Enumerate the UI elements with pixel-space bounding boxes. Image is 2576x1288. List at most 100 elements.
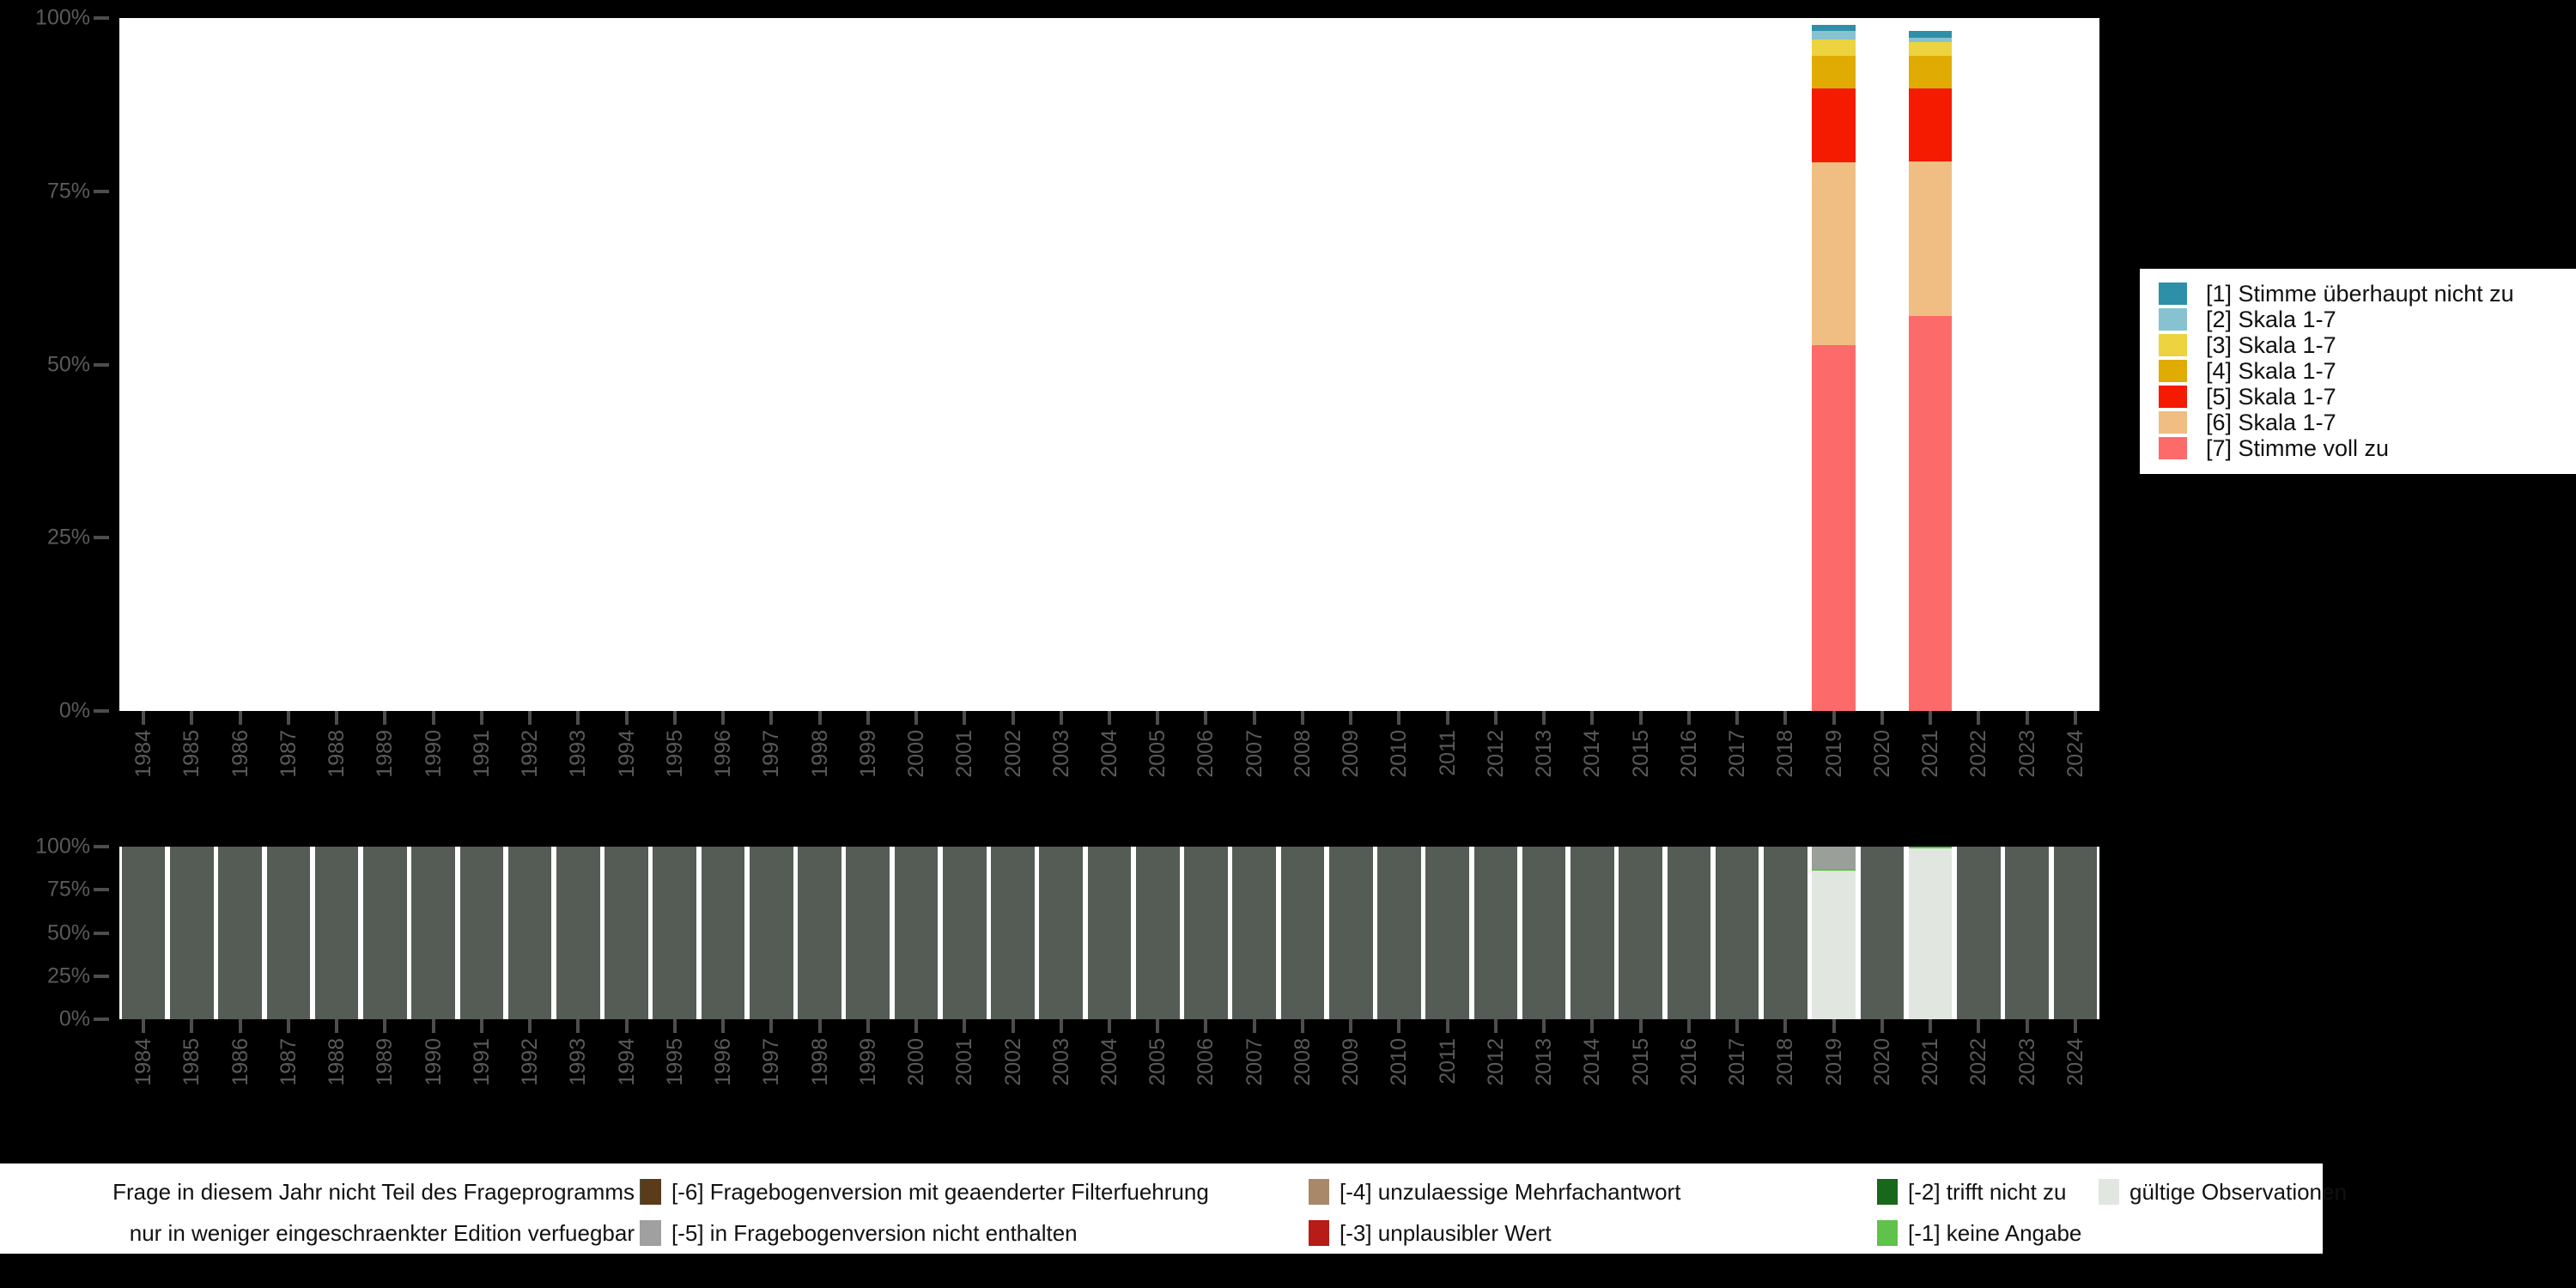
availability-segment: [1328, 847, 1373, 1019]
bar-segment: [1908, 316, 1953, 711]
sub-x-axis-tick-label: 2021: [1918, 1038, 1943, 1086]
bar-segment: [1908, 42, 1953, 57]
availability-bar: [1619, 847, 1662, 1019]
availability-bar: [1715, 847, 1759, 1019]
sub-y-axis-tick-mark: [94, 1018, 109, 1021]
sub-x-axis-tick-label: 2016: [1676, 1038, 1701, 1086]
availability-segment: [411, 847, 455, 1019]
x-axis-tick-label: 2017: [1725, 730, 1750, 778]
availability-bar: [170, 847, 214, 1019]
sub-x-axis-tick-label: 2006: [1194, 1038, 1218, 1086]
bar-segment: [1812, 25, 1856, 31]
sub-x-axis-tick-mark: [1011, 1019, 1015, 1033]
legend-item[interactable]: [7] Stimme voll zu: [2159, 435, 2576, 461]
availability-segment: [1377, 847, 1421, 1019]
sub-x-axis-tick-label: 1989: [373, 1038, 398, 1086]
sub-x-axis-tick-mark: [238, 1019, 242, 1033]
legend-item[interactable]: [2] Skala 1-7: [2159, 307, 2576, 332]
availability-legend-item[interactable]: [-1] keine Angabe: [1877, 1218, 2081, 1248]
availability-segment: [1957, 847, 2001, 1019]
availability-legend-swatch: [641, 1220, 661, 1246]
sub-x-axis-tick-mark: [1735, 1019, 1740, 1033]
x-axis-tick-mark: [1686, 711, 1691, 725]
availability-segment: [2005, 847, 2049, 1019]
availability-bar: [2005, 847, 2049, 1019]
availability-segment: [1039, 847, 1084, 1019]
sub-x-axis-tick-label: 2013: [1532, 1038, 1557, 1086]
sub-x-axis-tick-label: 1998: [807, 1038, 832, 1086]
x-axis-tick-mark: [1252, 711, 1256, 725]
x-axis-tick-label: 2014: [1580, 730, 1605, 778]
sub-x-axis-tick-mark: [1156, 1019, 1160, 1033]
legend-item-label: [4] Skala 1-7: [2206, 357, 2336, 384]
sub-x-axis-tick-label: 1985: [179, 1038, 204, 1086]
x-axis-tick-mark: [1735, 711, 1740, 725]
availability-legend: Frage in diesem Jahr nicht Teil des Frag…: [0, 1163, 2347, 1254]
x-axis-tick-mark: [721, 711, 726, 725]
availability-legend-item[interactable]: [-5] in Fragebogenversion nicht enthalte…: [641, 1218, 1078, 1248]
sub-x-axis-tick-mark: [769, 1019, 774, 1033]
x-axis-tick-mark: [1783, 711, 1788, 725]
x-axis-tick-mark: [1397, 711, 1401, 725]
bar-segment: [1908, 37, 1953, 43]
x-axis-tick-mark: [1638, 711, 1643, 725]
x-axis-tick-mark: [914, 711, 919, 725]
sub-x-axis-tick-mark: [142, 1019, 146, 1033]
x-axis-tick-mark: [624, 711, 629, 725]
sub-x-axis-tick-label: 2007: [1242, 1038, 1267, 1086]
sub-x-axis-tick-label: 2004: [1097, 1038, 1121, 1086]
availability-segment: [942, 847, 987, 1019]
legend-item[interactable]: [6] Skala 1-7: [2159, 410, 2576, 435]
sub-y-axis-tick-label: 25%: [46, 963, 90, 988]
bar-segment: [1812, 161, 1856, 345]
availability-segment: [1425, 847, 1469, 1019]
sub-y-axis-tick-mark: [94, 888, 109, 892]
sub-x-axis-tick-label: 2003: [1048, 1038, 1073, 1086]
availability-segment: [1087, 847, 1132, 1019]
availability-legend-item[interactable]: [-6] Fragebogenversion mit geaenderter F…: [641, 1177, 1209, 1206]
x-axis-tick-label: 1993: [566, 730, 591, 778]
x-axis-tick-label: 1996: [711, 730, 736, 778]
x-axis-tick-mark: [286, 711, 290, 725]
sub-x-axis-tick-mark: [190, 1019, 194, 1033]
sub-y-axis-tick-mark: [94, 931, 109, 935]
availability-segment: [121, 847, 166, 1019]
bar-segment: [1812, 56, 1856, 89]
availability-legend-item[interactable]: [-2] trifft nicht zu: [1877, 1177, 2066, 1206]
availability-legend-item[interactable]: Frage in diesem Jahr nicht Teil des Frag…: [0, 1177, 660, 1206]
sub-x-axis-tick-label: 2011: [1435, 1038, 1460, 1084]
sub-x-axis-tick-mark: [1493, 1019, 1498, 1033]
x-axis-tick-label: 1991: [469, 730, 494, 778]
availability-legend-item[interactable]: [-3] unplausibler Wert: [1309, 1218, 1552, 1248]
availability-segment: [266, 847, 311, 1019]
x-axis-tick-mark: [190, 711, 194, 725]
availability-bar: [121, 847, 166, 1019]
availability-legend-label: [-4] unzulaessige Mehrfachantwort: [1340, 1178, 1681, 1205]
x-axis-tick-mark: [479, 711, 483, 725]
sub-x-axis-tick-label: 1986: [228, 1038, 252, 1086]
legend-item[interactable]: [1] Stimme überhaupt nicht zu: [2159, 281, 2576, 307]
legend-item[interactable]: [3] Skala 1-7: [2159, 332, 2576, 358]
x-axis-tick-label: 2007: [1242, 730, 1267, 778]
x-axis-tick-mark: [335, 711, 339, 725]
x-axis-tick-mark: [1445, 711, 1449, 725]
sub-x-axis-tick-mark: [335, 1019, 339, 1033]
availability-bar: [1764, 847, 1807, 1019]
sub-x-axis-tick-mark: [2025, 1019, 2029, 1033]
stacked-bar: [1812, 18, 1856, 711]
sub-x-axis-tick-mark: [721, 1019, 726, 1033]
legend-item[interactable]: [5] Skala 1-7: [2159, 384, 2576, 410]
x-axis-tick-label: 1994: [614, 730, 639, 778]
availability-legend-item[interactable]: nur in weniger eingeschraenkter Edition …: [0, 1218, 660, 1248]
sub-x-axis-tick-label: 1988: [325, 1038, 349, 1086]
availability-bar: [266, 847, 311, 1019]
availability-legend-item[interactable]: gültige Observationen: [2099, 1177, 2347, 1206]
legend-color-swatch: [2159, 360, 2187, 382]
availability-segment: [1232, 847, 1277, 1019]
availability-legend-swatch: [641, 1179, 661, 1205]
bar-segment: [1908, 31, 1953, 38]
availability-legend-item[interactable]: [-4] unzulaessige Mehrfachantwort: [1309, 1177, 1681, 1206]
legend-item[interactable]: [4] Skala 1-7: [2159, 358, 2576, 384]
y-axis-tick-mark: [94, 536, 109, 540]
sub-x-axis-tick-label: 1987: [276, 1038, 301, 1086]
